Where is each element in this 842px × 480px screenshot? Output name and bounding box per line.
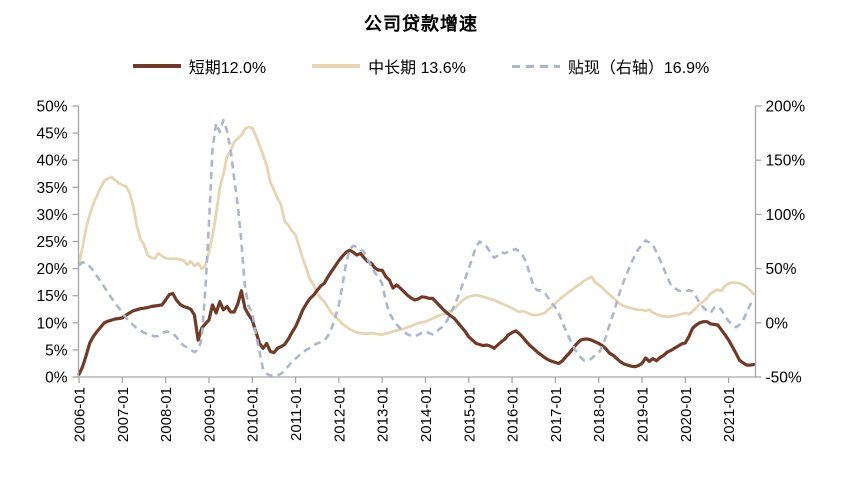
svg-text:40%: 40% — [36, 153, 67, 170]
svg-text:25%: 25% — [36, 234, 67, 251]
short-term-line-swatch — [132, 64, 181, 68]
svg-text:50%: 50% — [766, 261, 797, 278]
svg-text:50%: 50% — [36, 99, 67, 116]
svg-text:150%: 150% — [766, 153, 806, 170]
svg-text:10%: 10% — [36, 315, 67, 332]
svg-text:2017-01: 2017-01 — [548, 387, 565, 442]
svg-text:2020-01: 2020-01 — [678, 387, 695, 442]
chart-title: 公司贷款增速 — [364, 14, 478, 34]
svg-text:2016-01: 2016-01 — [505, 387, 522, 442]
svg-text:2018-01: 2018-01 — [591, 387, 608, 442]
legend-label-medium-long-term: 中长期 13.6% — [368, 60, 466, 77]
discount-line-swatch — [511, 64, 560, 68]
legend-item-short-term: 短期12.0% — [132, 54, 267, 78]
legend-item-medium-long-term: 中长期 13.6% — [312, 54, 466, 78]
svg-text:2015-01: 2015-01 — [461, 387, 478, 442]
svg-text:2019-01: 2019-01 — [635, 387, 652, 442]
medium-long-term-line-swatch — [312, 64, 361, 68]
svg-text:2008-01: 2008-01 — [158, 387, 175, 442]
svg-text:15%: 15% — [36, 288, 67, 305]
svg-text:2012-01: 2012-01 — [331, 387, 348, 442]
svg-text:2009-01: 2009-01 — [201, 387, 218, 442]
svg-text:45%: 45% — [36, 126, 67, 143]
svg-text:5%: 5% — [45, 342, 68, 359]
svg-text:35%: 35% — [36, 180, 67, 197]
svg-text:2014-01: 2014-01 — [418, 387, 435, 442]
svg-text:2013-01: 2013-01 — [375, 387, 392, 442]
legend-label-short-term: 短期12.0% — [188, 60, 267, 77]
svg-text:-50%: -50% — [766, 370, 802, 387]
svg-text:30%: 30% — [36, 207, 67, 224]
legend-item-discount: 贴现（右轴）16.9% — [511, 54, 710, 78]
legend-label-discount: 贴现（右轴）16.9% — [567, 60, 710, 77]
svg-text:0%: 0% — [766, 315, 789, 332]
svg-text:100%: 100% — [766, 207, 806, 224]
svg-text:2006-01: 2006-01 — [72, 387, 89, 442]
svg-text:20%: 20% — [36, 261, 67, 278]
svg-text:2007-01: 2007-01 — [115, 387, 132, 442]
svg-text:200%: 200% — [766, 99, 806, 116]
svg-text:2010-01: 2010-01 — [245, 387, 262, 442]
svg-text:0%: 0% — [45, 370, 68, 387]
svg-text:2011-01: 2011-01 — [288, 387, 305, 441]
chart-legend: 短期12.0% 中长期 13.6% 贴现（右轴）16.9% — [0, 54, 842, 78]
svg-text:2021-01: 2021-01 — [721, 387, 738, 442]
